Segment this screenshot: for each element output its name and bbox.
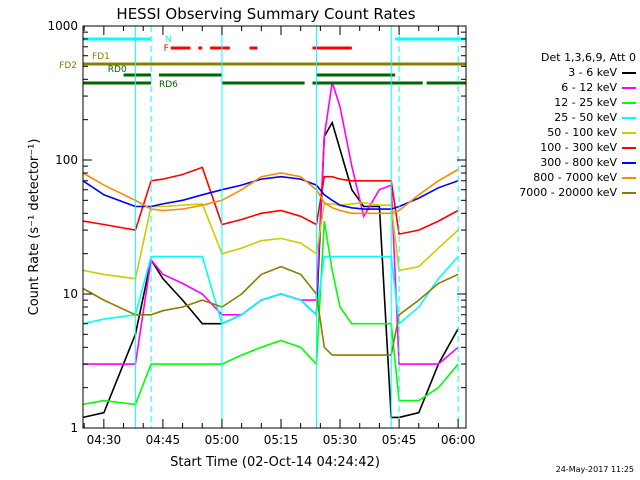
legend-entry: 3 - 6 keV bbox=[470, 65, 636, 80]
flag-label-fd1: FD1 bbox=[92, 52, 110, 62]
legend-swatch bbox=[622, 71, 636, 74]
axes-layer: 1 10 100 1000 04:30 04:45 05:00 05:15 05:30 05:45… bbox=[47, 19, 475, 447]
legend-entry: 50 - 100 keV bbox=[470, 125, 636, 140]
date-stamp: 24-May-2017 11:25 bbox=[555, 465, 634, 474]
flag-label-f: F bbox=[164, 44, 169, 54]
series-line-4 bbox=[82, 201, 459, 280]
x-axis-label: Start Time (02-Oct-14 04:24:42) bbox=[170, 455, 380, 470]
x-tick-label: 05:00 bbox=[205, 433, 240, 447]
legend-entry: 6 - 12 keV bbox=[470, 80, 636, 95]
legend-swatch bbox=[622, 191, 636, 194]
legend-entry: 12 - 25 keV bbox=[470, 95, 636, 110]
legend-entry-label: 3 - 6 keV bbox=[568, 66, 617, 79]
x-tick-label: 04:30 bbox=[87, 433, 122, 447]
x-tick-label: 05:15 bbox=[264, 433, 299, 447]
y-tick-label: 10 bbox=[63, 287, 78, 301]
legend-entry-label: 50 - 100 keV bbox=[547, 126, 617, 139]
legend-swatch bbox=[622, 116, 636, 119]
flags-layer: NF FD1 FD2 RD0 RD6 bbox=[59, 35, 466, 90]
flag-label-n: N bbox=[165, 35, 172, 45]
legend-swatch bbox=[622, 161, 636, 164]
series-line-5 bbox=[82, 166, 459, 236]
series-line-3 bbox=[82, 255, 459, 326]
legend-entry: 800 - 7000 keV bbox=[470, 170, 636, 185]
legend-swatch bbox=[622, 176, 636, 179]
legend-swatch bbox=[622, 101, 636, 104]
chart-title: HESSI Observing Summary Count Rates bbox=[116, 5, 415, 23]
legend-entry-label: 7000 - 20000 keV bbox=[519, 186, 617, 199]
legend-entry: 25 - 50 keV bbox=[470, 110, 636, 125]
legend-entry-label: 300 - 800 keV bbox=[540, 156, 617, 169]
plot-frame bbox=[82, 25, 467, 429]
y-tick-label: 100 bbox=[55, 153, 78, 167]
vlines-layer bbox=[134, 26, 459, 428]
legend-entry-label: 6 - 12 keV bbox=[561, 81, 617, 94]
flag-label-fd2: FD2 bbox=[59, 61, 77, 71]
legend-rows: 3 - 6 keV 6 - 12 keV 12 - 25 keV 25 - 50 ke… bbox=[470, 65, 636, 200]
y-tick-label: 1000 bbox=[47, 19, 78, 33]
series-line-2 bbox=[82, 220, 459, 406]
x-tick-label: 05:45 bbox=[382, 433, 417, 447]
series-line-8 bbox=[82, 265, 459, 356]
series-line-6 bbox=[82, 175, 459, 210]
legend-swatch bbox=[622, 86, 636, 89]
legend: Det 1,3,6,9, Att 0 3 - 6 keV 6 - 12 keV 12… bbox=[470, 50, 636, 200]
y-axis-label: Count Rate (s⁻¹ detector⁻¹) bbox=[27, 139, 42, 316]
legend-entry: 300 - 800 keV bbox=[470, 155, 636, 170]
legend-swatch bbox=[622, 131, 636, 134]
flag-label-rd6: RD6 bbox=[159, 80, 178, 90]
series-line-7 bbox=[82, 168, 459, 215]
legend-entry: 100 - 300 keV bbox=[470, 140, 636, 155]
legend-entry-label: 25 - 50 keV bbox=[554, 111, 617, 124]
flag-label-rd0: RD0 bbox=[108, 65, 127, 75]
legend-entry-label: 12 - 25 keV bbox=[554, 96, 617, 109]
x-tick-label: 05:30 bbox=[323, 433, 358, 447]
x-tick-label: 06:00 bbox=[441, 433, 476, 447]
legend-title: Det 1,3,6,9, Att 0 bbox=[541, 51, 636, 64]
legend-swatch bbox=[622, 146, 636, 149]
series-layer bbox=[82, 82, 459, 419]
legend-entry-label: 100 - 300 keV bbox=[540, 141, 617, 154]
y-tick-label: 1 bbox=[70, 421, 78, 435]
legend-entry: 7000 - 20000 keV bbox=[470, 185, 636, 200]
legend-entry-label: 800 - 7000 keV bbox=[533, 171, 617, 184]
x-tick-label: 04:45 bbox=[146, 433, 181, 447]
